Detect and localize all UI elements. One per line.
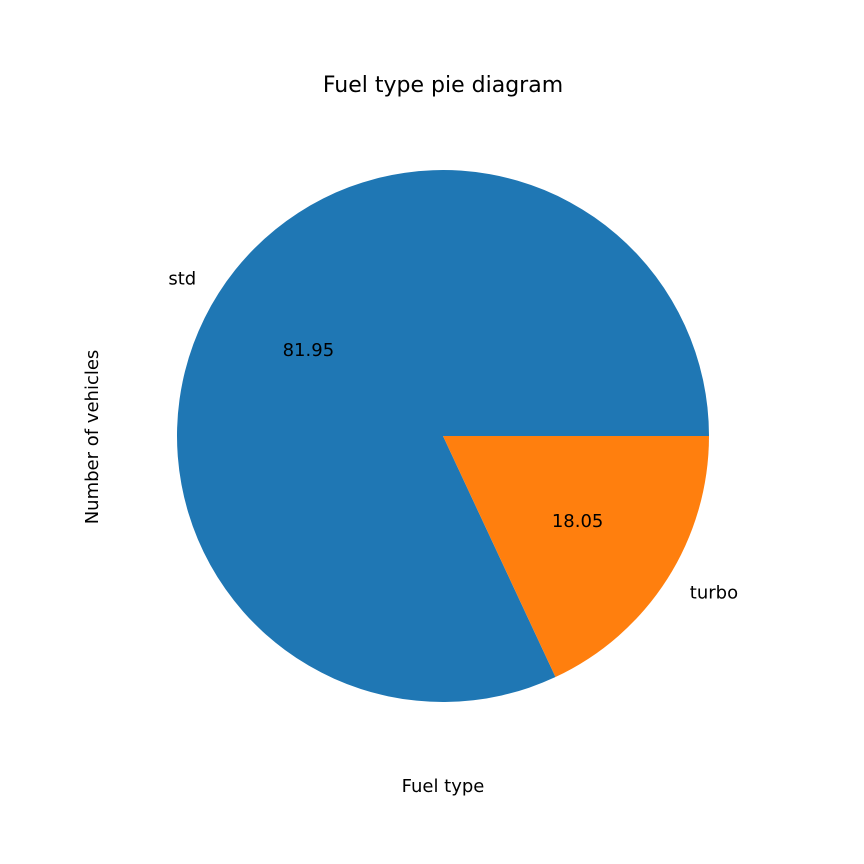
slice-label-turbo: turbo bbox=[690, 583, 738, 604]
chart-title: Fuel type pie diagram bbox=[323, 73, 563, 98]
pie-slices bbox=[177, 169, 709, 703]
pie-slice-turbo bbox=[443, 436, 709, 678]
pie-slice-std bbox=[177, 169, 709, 703]
y-axis-label: Number of vehicles bbox=[82, 350, 103, 525]
pie-labels: std 81.95 turbo 18.05 bbox=[168, 268, 738, 603]
percent-label-std: 81.95 bbox=[283, 340, 335, 361]
x-axis-label: Fuel type bbox=[402, 776, 485, 797]
slice-label-std: std bbox=[168, 268, 196, 289]
percent-label-turbo: 18.05 bbox=[552, 511, 604, 532]
